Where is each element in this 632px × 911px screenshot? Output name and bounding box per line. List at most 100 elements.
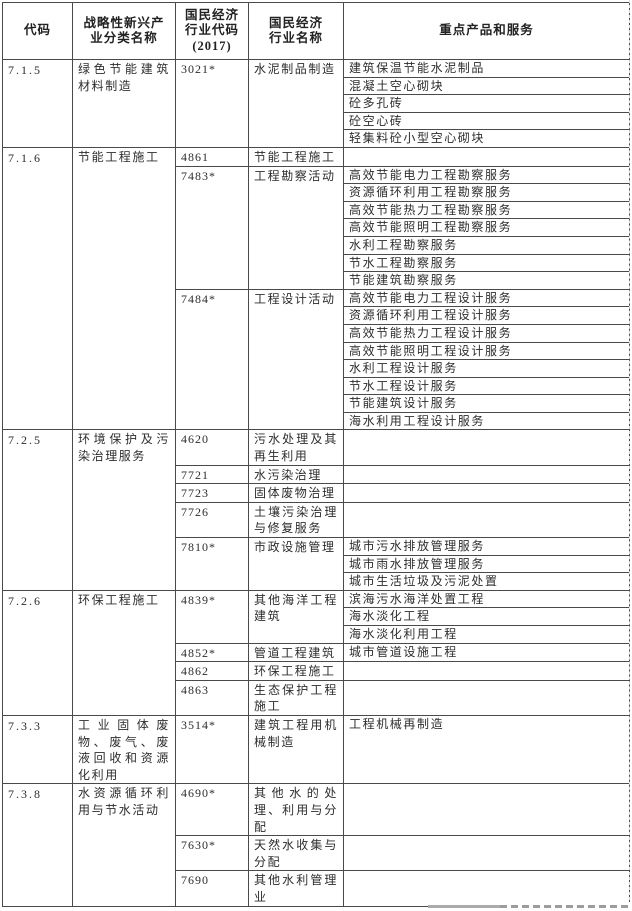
- sector-name-cell: 其他海洋工程建筑: [248, 589, 344, 644]
- table-row: 7484* 工程设计活动 高效节能电力工程设计服务: [3, 288, 630, 431]
- product-cell: [343, 501, 630, 539]
- sector-name-cell: 生态保护工程施工: [248, 679, 344, 716]
- industry-name-cell: 绿色节能建筑材料制造: [72, 59, 176, 148]
- code-cell: 7.2.5: [2, 429, 73, 591]
- sector-name-cell: 建筑工程用机械制造: [248, 714, 344, 785]
- product-cell: 混凝土空心砌块: [343, 76, 630, 96]
- code-cell: 7.1.6: [2, 146, 73, 431]
- sector-code-cell: 7483*: [175, 165, 249, 290]
- product-cell: [343, 783, 630, 837]
- sector-code-cell: 4839*: [175, 589, 249, 644]
- sector-name-cell: 市政设施管理: [248, 537, 344, 591]
- industry-name-cell: 节能工程施工: [72, 146, 176, 431]
- header-sector-code: 国民经济 行业代码 (2017): [175, 2, 249, 60]
- product-cell: 节能建筑设计服务: [343, 394, 630, 413]
- product-cell: 城市管道设施工程: [343, 642, 630, 663]
- table-row: 7.2.6 环保工程施工 4839* 其他海洋工程建筑 滨海污水海洋处置工程: [2, 589, 630, 716]
- code-cell: 7.1.5: [2, 59, 73, 148]
- sector-name-cell: 水污染治理: [248, 464, 344, 485]
- sector-name-cell: 工程设计活动: [248, 288, 344, 431]
- sector-name-cell: 其他水的处理、利用与分配: [248, 783, 344, 837]
- table-row: 水利工程勘察服务: [3, 235, 630, 255]
- product-cell: 节水工程设计服务: [343, 376, 630, 396]
- table-row: 海水淡化利用工程: [3, 625, 630, 644]
- sector-name-cell: 其他水利管理业: [248, 870, 344, 907]
- product-cell: [343, 835, 630, 872]
- code-cell: 7.3.8: [2, 783, 73, 907]
- industry-name-cell: 工业固体废物、废气、废液回收和资源化利用: [72, 714, 176, 785]
- code-cell: 7.3.3: [2, 714, 73, 785]
- product-cell: 砼多孔砖: [343, 94, 630, 113]
- product-cell: 节水工程勘察服务: [343, 253, 630, 273]
- watermark-dashes: [500, 904, 630, 908]
- header-sector-name: 国民经济 行业名称: [248, 2, 344, 60]
- industry-name-cell: 水资源循环利用与节水活动: [72, 783, 176, 907]
- product-cell: 高效节能照明工程勘察服务: [343, 218, 630, 237]
- table-row: 资源循环利用工程勘察服务: [3, 183, 630, 202]
- watermark-line: [428, 904, 500, 908]
- sector-name-cell: 节能工程施工: [248, 146, 344, 167]
- sector-code-cell: 3021*: [175, 59, 249, 148]
- product-cell: 砼空心砖: [343, 111, 630, 131]
- table-row: 7.3.3 工业固体废物、废气、废液回收和资源化利用 3514* 建筑工程用机械…: [2, 714, 630, 785]
- sector-code-cell: 4690*: [175, 783, 249, 837]
- sector-code-cell: 7723: [175, 483, 249, 503]
- sector-name-cell: 水泥制品制造: [248, 59, 344, 148]
- table-row: 节水工程勘察服务: [3, 253, 630, 273]
- sector-name-cell: 环保工程施工: [248, 661, 344, 681]
- watermark-artifact: [428, 901, 630, 911]
- header-code: 代码: [2, 2, 73, 60]
- table-row: 7.1.5 绿色节能建筑材料制造 3021* 水泥制品制造 建筑保温节能水泥制品: [2, 59, 630, 148]
- sector-code-cell: 4620: [175, 429, 249, 466]
- sector-name-cell: 土壤污染治理与修复服务: [248, 501, 344, 539]
- sector-code-cell: 7690: [175, 870, 249, 907]
- product-cell: 资源循环利用工程勘察服务: [343, 183, 630, 202]
- sector-code-cell: 7810*: [175, 537, 249, 591]
- sector-name-cell: 工程勘察活动: [248, 165, 344, 290]
- product-cell: [343, 464, 630, 485]
- table-row: 高效节能照明工程设计服务: [3, 341, 630, 361]
- product-cell: 水利工程设计服务: [343, 359, 630, 378]
- product-cell: 海水淡化利用工程: [343, 625, 630, 644]
- industry-name-cell: 环境保护及污染治理服务: [72, 429, 176, 591]
- product-cell: [343, 429, 630, 466]
- table-row: 7723 固体废物治理: [3, 483, 630, 503]
- sector-code-cell: 4863: [175, 679, 249, 716]
- product-cell: 城市雨水排放管理服务: [343, 554, 630, 574]
- table-row: 4863 生态保护工程施工: [3, 679, 630, 716]
- product-cell: 高效节能照明工程设计服务: [343, 341, 630, 361]
- product-cell: 工程机械再制造: [343, 714, 630, 785]
- sector-code-cell: 4862: [175, 661, 249, 681]
- table-row: 7630* 天然水收集与分配: [3, 835, 630, 872]
- table-row: 7.1.6 节能工程施工 4861 节能工程施工: [2, 146, 630, 431]
- product-cell: [343, 679, 630, 716]
- product-cell: 高效节能热力工程勘察服务: [343, 200, 630, 220]
- table-row: 7721 水污染治理: [3, 464, 630, 485]
- table-row: 资源循环利用工程设计服务: [3, 306, 630, 325]
- product-cell: 城市污水排放管理服务: [343, 537, 630, 556]
- sector-name-cell: 天然水收集与分配: [248, 835, 344, 872]
- table-row: 高效节能照明工程勘察服务: [3, 218, 630, 237]
- table-row: 7.3.8 水资源循环利用与节水活动 4690* 其他水的处理、利用与分配: [2, 783, 630, 907]
- table-row: 7483* 工程勘察活动 高效节能电力工程勘察服务: [3, 165, 630, 290]
- sector-name-cell: 管道工程建筑: [248, 642, 344, 663]
- product-cell: 水利工程勘察服务: [343, 235, 630, 255]
- table-row: 7.2.5 环境保护及污染治理服务 4620 污水处理及其再生利用: [2, 429, 630, 591]
- sector-code-cell: 7721: [175, 464, 249, 485]
- product-cell: 资源循环利用工程设计服务: [343, 306, 630, 325]
- page-edge-artifact: [629, 0, 630, 900]
- product-cell: 城市生活垃圾及污泥处置: [343, 572, 630, 591]
- table-row: 7726 土壤污染治理与修复服务: [3, 501, 630, 539]
- sector-name-cell: 污水处理及其再生利用: [248, 429, 344, 466]
- product-cell: [343, 146, 630, 167]
- sector-code-cell: 4861: [175, 146, 249, 167]
- sector-code-cell: 7630*: [175, 835, 249, 872]
- product-cell: 节能建筑勘察服务: [343, 271, 630, 290]
- product-cell: 轻集料砼小型空心砌块: [343, 129, 630, 148]
- code-cell: 7.2.6: [2, 589, 73, 716]
- product-cell: [343, 483, 630, 503]
- sector-code-cell: 7484*: [175, 288, 249, 431]
- industry-name-cell: 环保工程施工: [72, 589, 176, 716]
- product-cell: 高效节能电力工程设计服务: [343, 288, 630, 308]
